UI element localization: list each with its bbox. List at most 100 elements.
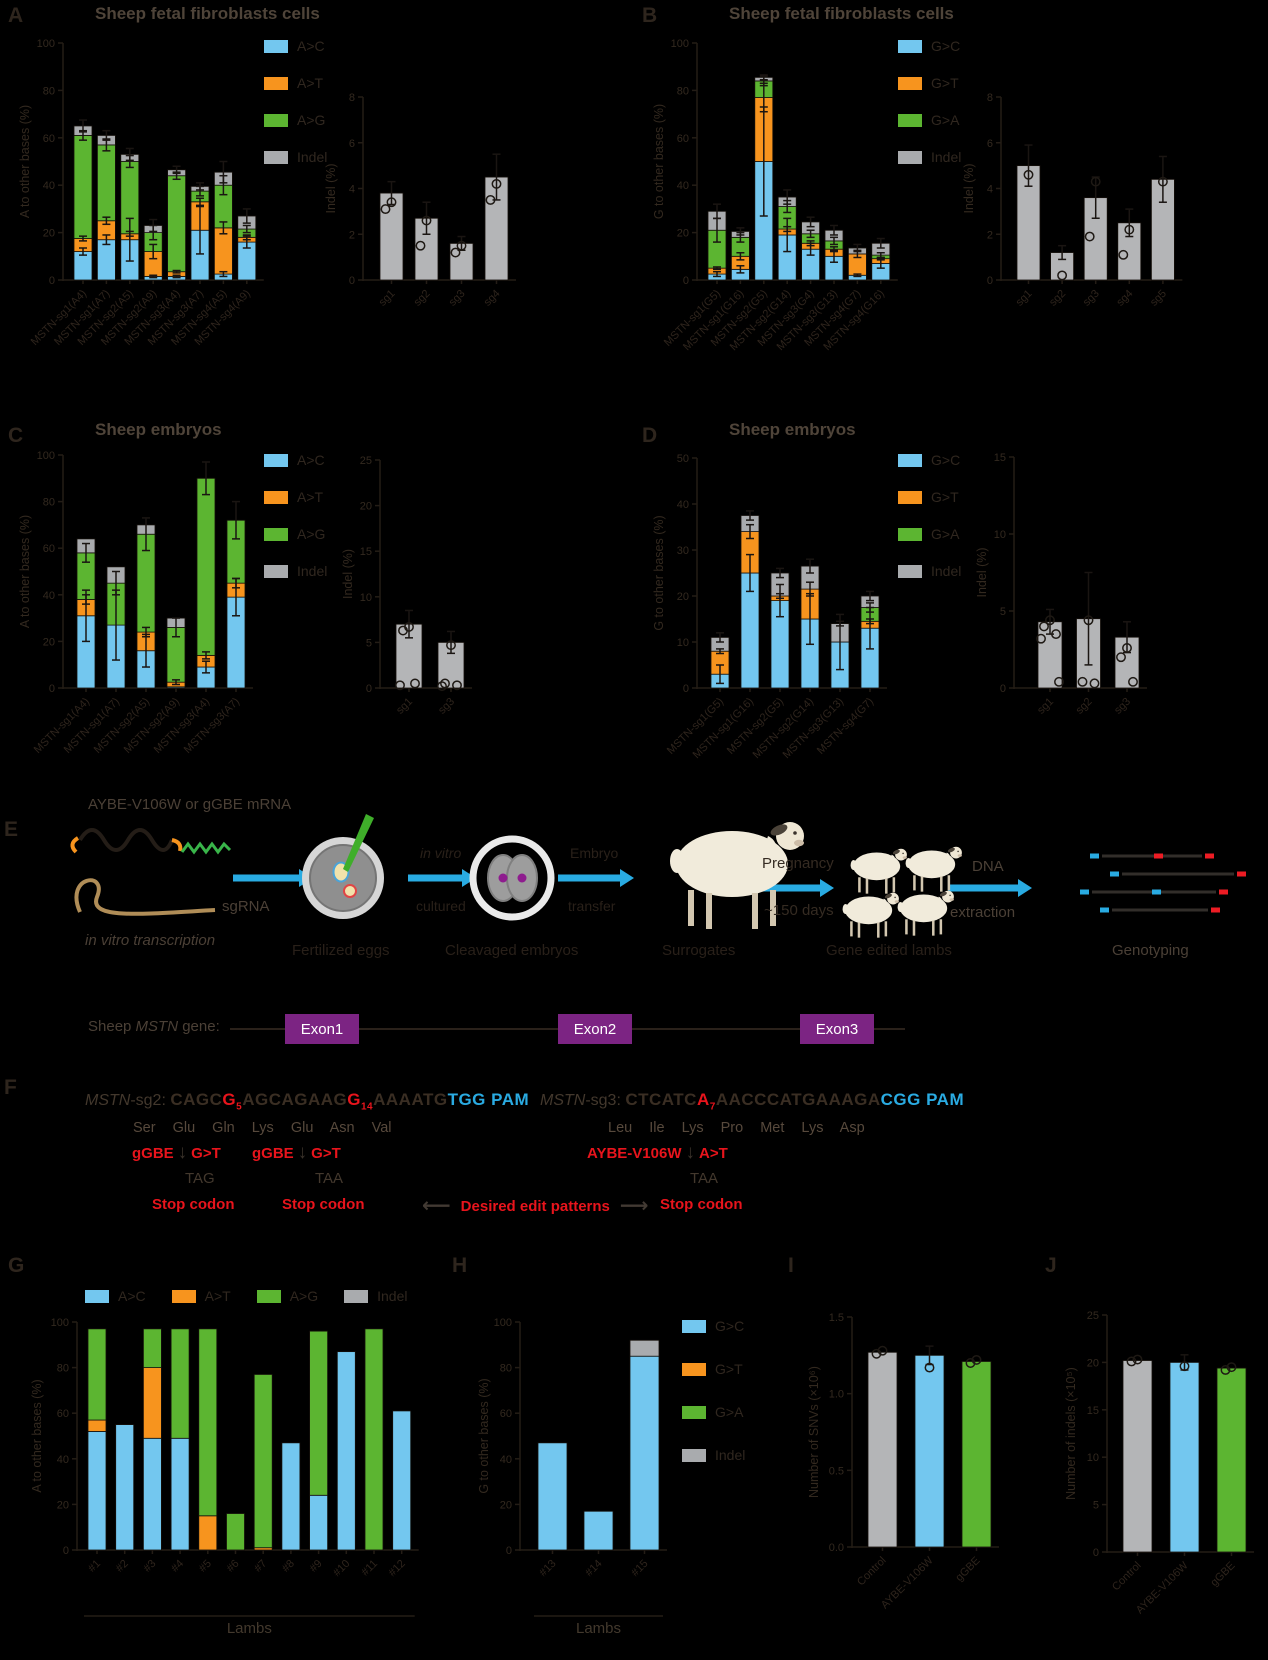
lamb-icon [842,892,899,938]
tick: 10 [360,592,372,604]
ellipse [842,904,849,915]
legend-label: A>G [297,112,326,128]
legend-label: Indel [931,149,962,165]
legend-swatch-orange [264,76,288,90]
tick: 20 [360,501,372,513]
legend-item-A>C: A>C [264,452,327,468]
legend-label: Indel [377,1288,408,1304]
legend-swatch-green [264,113,288,127]
legend-swatch-green [898,527,922,541]
tick: 6 [349,138,355,150]
tick: 40 [43,590,55,602]
step-surrogates: Surrogates [662,942,736,959]
pt [398,625,408,636]
arrow5-label-2: extraction [950,904,1016,921]
tick: 2 [987,229,993,241]
rect [1211,907,1220,913]
tick: 5 [366,637,372,649]
tick: 8 [349,92,355,104]
rect [857,922,861,938]
rect [877,922,880,938]
ivt-label: in vitro transcription [85,932,216,949]
pt [1126,1356,1137,1367]
path [877,898,888,918]
sg2-edit-1: gGBE ↓ G>T [132,1142,221,1164]
legend-item-A>T: A>T [171,1288,231,1304]
down-arrow-icon: ↓ [177,1142,188,1163]
tick: 25 [360,455,372,467]
tick: 15 [1087,1405,1099,1417]
flow-arrow-5-icon [948,879,1032,897]
tick: 10 [677,637,689,649]
tick: 0.5 [829,1465,844,1477]
rect [913,875,916,891]
legend-swatch-gray [264,150,288,164]
lamb-icon [905,846,962,892]
path [940,852,951,872]
bar [170,1328,190,1439]
ylab: Indel (%) [324,163,338,213]
fertilized-egg-icon [302,814,384,919]
bar [226,1513,245,1551]
legend-swatch-gray [682,1448,706,1462]
legend-swatch-gray [898,150,922,164]
legend-item-Indel: Indel [344,1288,407,1304]
rect [1110,871,1119,877]
pt [1226,1362,1237,1373]
pt [1023,169,1034,180]
rect [1205,853,1214,859]
ylab: Indel (%) [341,549,355,599]
sgrna-label: sgRNA [222,898,270,915]
ellipse [947,847,955,853]
ellipse [957,854,962,857]
legend-swatch-green [256,1289,281,1303]
gene-label-prefix: Sheep [88,1018,136,1035]
tick: 1.5 [829,1312,844,1324]
panel-letter-i: I [788,1254,794,1277]
pt [1054,676,1064,687]
tick: 8 [987,92,993,104]
pt [965,1358,976,1368]
step-gene-edited-lambs: Gene edited lambs [826,942,952,959]
legend-label: A>C [297,452,325,468]
tick: 10 [1087,1452,1099,1464]
tick: 60 [677,133,689,145]
pt [485,194,496,205]
sg2-stop-codon-2: TAA [315,1170,344,1187]
legend-item-A>G: A>G [264,112,327,128]
legend-label: A>G [289,1288,319,1304]
tick: 5 [1000,606,1006,618]
rect [1154,853,1163,859]
sg2-sequence: MSTN-sg2: CAGCG5AGCAGAAGG14AAAATGTGG PAM [85,1090,529,1112]
tick: 5 [1093,1500,1099,1512]
pt [1118,249,1129,260]
ellipse [770,824,788,836]
legend-item-A>G: A>G [264,526,327,542]
circle [902,852,904,855]
tick: 100 [37,450,55,462]
bar [142,1328,162,1368]
pt [1122,643,1132,653]
legend-item-G>C: G>C [682,1318,745,1334]
legend-label: Indel [297,563,328,579]
pt [1157,176,1168,187]
ylab: A to other bases (%) [30,1379,44,1492]
lamb-icon [850,848,907,894]
glab: Lambs [227,1620,272,1637]
arrow5-label-1: DNA [972,858,1004,875]
rect [884,921,888,937]
tick: 0 [1093,1547,1099,1559]
legend-swatch-green [898,113,922,127]
seq-part: AGCAGAAG [242,1090,348,1109]
step-cleavage-embryos: Cleavaged embryos [445,942,579,959]
pt [1057,270,1068,281]
legend-label: A>T [297,489,324,505]
pt [415,240,426,251]
legend-swatch-blue [898,39,922,53]
ylab: Indel (%) [975,547,989,597]
ellipse [894,900,899,903]
rect [688,890,694,926]
pt [1132,1354,1143,1365]
panel-letter-a: A [8,4,24,27]
